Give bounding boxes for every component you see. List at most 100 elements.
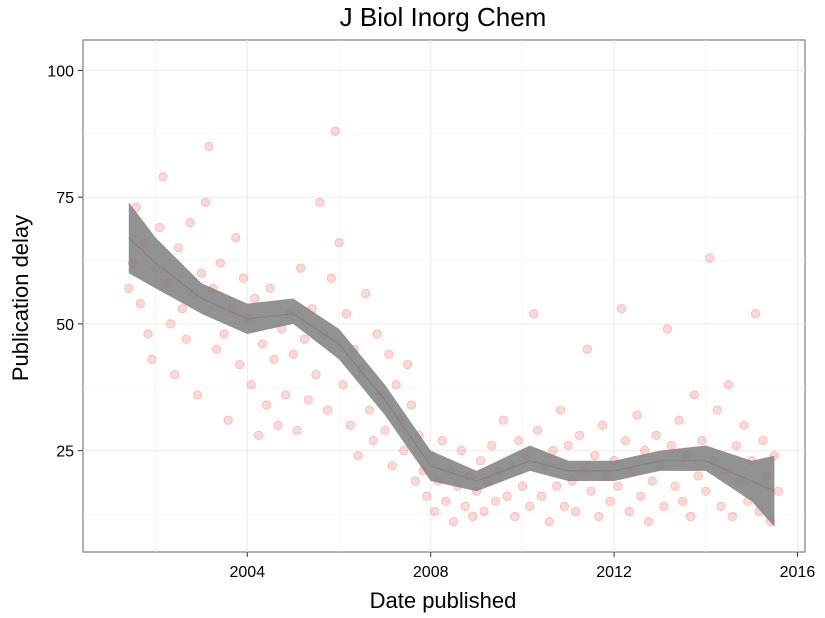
chart-title: J Biol Inorg Chem — [340, 2, 547, 32]
data-point — [299, 334, 310, 344]
data-point — [269, 354, 279, 364]
data-point — [712, 405, 722, 415]
data-point — [647, 476, 657, 486]
data-point — [674, 415, 684, 425]
data-point — [659, 501, 669, 511]
data-point — [322, 405, 333, 415]
data-point — [292, 425, 302, 435]
data-point — [620, 435, 631, 446]
data-point — [315, 197, 325, 207]
data-point — [345, 420, 355, 430]
data-point — [429, 506, 440, 517]
data-point — [204, 141, 214, 152]
data-point — [574, 430, 585, 441]
data-point — [196, 268, 207, 278]
data-point — [402, 359, 413, 370]
data-point — [582, 344, 592, 354]
data-point — [502, 491, 512, 501]
data-point — [651, 430, 661, 441]
data-point — [632, 410, 642, 420]
data-point — [586, 486, 596, 496]
data-point — [361, 288, 371, 299]
data-point — [460, 501, 470, 511]
data-point — [643, 516, 654, 527]
data-point — [758, 435, 768, 446]
data-point — [223, 415, 233, 425]
data-point — [147, 354, 157, 364]
data-point — [211, 344, 222, 354]
data-point — [273, 420, 283, 430]
data-point — [617, 304, 627, 314]
data-point — [689, 390, 699, 400]
data-point — [456, 446, 466, 456]
data-point — [594, 511, 604, 522]
y-tick-label: 50 — [56, 317, 74, 334]
data-point — [288, 349, 298, 359]
data-point — [235, 359, 245, 370]
data-point — [468, 511, 478, 522]
x-tick-label: 2012 — [596, 564, 632, 581]
data-point — [556, 405, 566, 415]
data-point — [685, 511, 696, 522]
data-point — [636, 491, 646, 501]
data-point — [487, 440, 497, 451]
data-point — [525, 501, 535, 511]
data-point — [364, 405, 375, 415]
data-point — [399, 446, 409, 456]
data-point — [158, 172, 168, 182]
data-point — [124, 283, 134, 293]
data-point — [723, 380, 734, 390]
data-point — [215, 258, 226, 268]
data-point — [517, 481, 528, 491]
data-point — [693, 471, 703, 481]
data-point — [490, 496, 501, 506]
data-point — [185, 217, 195, 228]
data-point — [334, 238, 344, 248]
data-point — [341, 309, 352, 319]
data-point — [254, 430, 264, 441]
data-point — [250, 293, 260, 304]
data-point — [510, 511, 520, 522]
x-tick-label: 2016 — [780, 564, 816, 581]
data-point — [571, 506, 581, 517]
data-point — [231, 233, 241, 243]
data-point — [181, 334, 191, 344]
data-point — [597, 420, 608, 430]
data-point — [380, 425, 390, 435]
data-point — [475, 456, 486, 466]
data-point — [437, 435, 447, 446]
data-point — [441, 496, 451, 506]
y-axis-title: Publication delay — [8, 215, 33, 381]
y-tick-label: 100 — [47, 63, 74, 80]
data-point — [177, 304, 187, 314]
axis-layer: 2004 2008 2012 2016 25 50 75 100 — [47, 63, 815, 581]
data-point — [265, 283, 275, 293]
data-point — [326, 273, 337, 283]
data-point — [731, 440, 741, 451]
data-point — [296, 263, 306, 273]
data-point — [372, 329, 382, 339]
data-point — [513, 435, 524, 446]
data-point — [727, 511, 738, 522]
data-point — [705, 253, 715, 263]
smooth-confidence-band — [128, 202, 775, 527]
data-point — [666, 440, 676, 451]
data-point — [529, 309, 539, 319]
data-point — [678, 496, 688, 506]
data-point — [563, 440, 573, 451]
data-point — [170, 369, 180, 380]
grid-layer — [83, 40, 805, 552]
data-point — [590, 451, 600, 461]
data-point — [701, 486, 711, 496]
data-point — [303, 395, 313, 405]
data-point — [368, 435, 378, 446]
data-point — [624, 506, 634, 517]
data-point — [154, 222, 165, 233]
x-axis-title: Date published — [370, 588, 517, 613]
y-tick-label: 25 — [56, 444, 74, 461]
data-point — [613, 481, 623, 491]
x-tick-label: 2004 — [230, 564, 266, 581]
data-point — [498, 415, 508, 425]
data-point — [193, 390, 203, 400]
